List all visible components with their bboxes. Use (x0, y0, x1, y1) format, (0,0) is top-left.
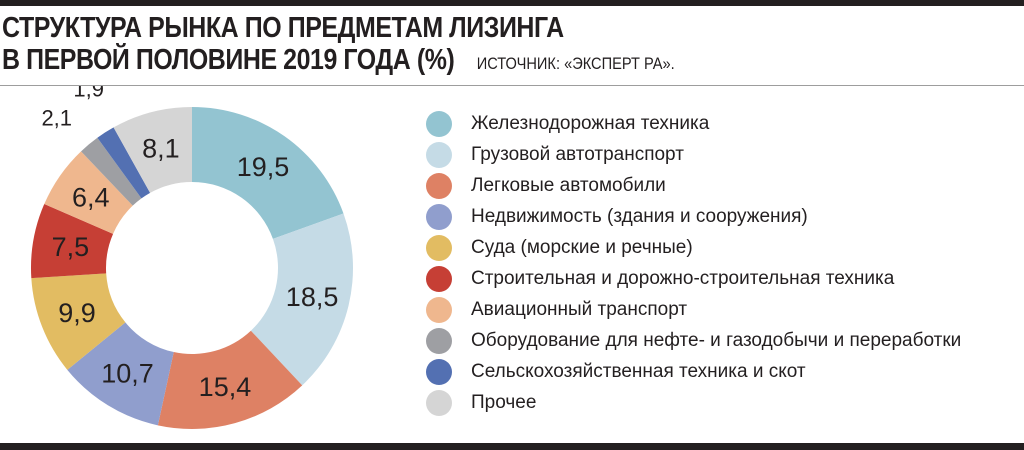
slice-2-label: 18,5 (286, 282, 339, 312)
legend-item: Авиационный транспорт (426, 294, 961, 325)
slice-10-label: 8,1 (142, 133, 180, 163)
legend-swatch (426, 358, 452, 385)
legend-label: Грузовой автотранспорт (471, 143, 684, 165)
slice-4-label: 10,7 (101, 358, 154, 388)
chart-title: СТРУКТУРА РЫНКА ПО ПРЕДМЕТАМ ЛИЗИНГА В П… (2, 12, 675, 80)
legend-swatch (426, 234, 452, 261)
slice-3-label: 15,4 (199, 372, 252, 402)
slice-9 (97, 127, 151, 199)
slice-7 (44, 151, 133, 234)
legend-label: Авиационный транспорт (471, 298, 688, 320)
slice-9-label: 1,9 (73, 86, 104, 101)
legend-label: Прочее (471, 391, 537, 413)
slice-4 (67, 322, 174, 426)
legend-label: Строительная и дорожно-строительная техн… (471, 267, 895, 289)
donut-labels: 19,5 18,5 15,4 10,79,9 7,5 6,4 8,1 2,11,9 (41, 86, 338, 402)
slice-6 (31, 204, 114, 279)
legend-swatch (426, 141, 452, 168)
slice-2 (250, 213, 353, 386)
title-line-2: В ПЕРВОЙ ПОЛОВИНЕ 2019 ГОДА (%) ИСТОЧНИК:… (2, 44, 675, 80)
slice-8-label: 2,1 (41, 105, 72, 130)
legend-label: Легковые автомобили (471, 174, 666, 196)
donut-slices (31, 107, 353, 429)
title-line-2-text: В ПЕРВОЙ ПОЛОВИНЕ 2019 ГОДА (%) (2, 44, 455, 76)
legend-label: Суда (морские и речные) (471, 236, 693, 258)
slice-7-label: 6,4 (72, 182, 110, 212)
slice-6-label: 7,5 (52, 232, 90, 262)
legend-item: Сельскохозяйственная техника и скот (426, 356, 961, 387)
legend-label: Железнодорожная техника (471, 112, 710, 134)
chart-legend: Железнодорожная техника Грузовой автотран… (426, 108, 961, 418)
donut-chart: 19,5 18,5 15,4 10,79,9 7,5 6,4 8,1 2,11,9 (31, 86, 353, 429)
legend-label: Сельскохозяйственная техника и скот (471, 360, 806, 382)
slice-5 (31, 273, 126, 370)
slice-10 (113, 107, 192, 193)
slice-1-label: 19,5 (237, 152, 290, 182)
slice-8 (81, 137, 142, 206)
legend-item: Прочее (426, 387, 961, 418)
top-rule (0, 0, 1024, 6)
legend-swatch (426, 296, 452, 323)
source-note: ИСТОЧНИК: «ЭКСПЕРТ РА». (476, 54, 675, 73)
slice-5-label: 9,9 (58, 298, 96, 328)
legend-item: Оборудование для нефте- и газодобычи и п… (426, 325, 961, 356)
bottom-rule (0, 443, 1024, 450)
legend-label: Недвижимость (здания и сооружения) (471, 205, 808, 227)
legend-swatch (426, 265, 452, 292)
legend-swatch (426, 203, 452, 230)
legend-item: Железнодорожная техника (426, 108, 961, 139)
slice-3 (157, 330, 303, 429)
title-line-1: СТРУКТУРА РЫНКА ПО ПРЕДМЕТАМ ЛИЗИНГА (2, 12, 564, 44)
header-divider (0, 85, 1024, 86)
legend-swatch (426, 327, 452, 354)
legend-item: Строительная и дорожно-строительная техн… (426, 263, 961, 294)
slice-1 (192, 107, 344, 239)
legend-item: Грузовой автотранспорт (426, 139, 961, 170)
legend-item: Легковые автомобили (426, 170, 961, 201)
legend-label: Оборудование для нефте- и газодобычи и п… (471, 329, 962, 351)
legend-swatch (426, 110, 452, 137)
legend-swatch (426, 172, 452, 199)
legend-item: Суда (морские и речные) (426, 232, 961, 263)
legend-item: Недвижимость (здания и сооружения) (426, 201, 961, 232)
legend-swatch (426, 389, 452, 416)
